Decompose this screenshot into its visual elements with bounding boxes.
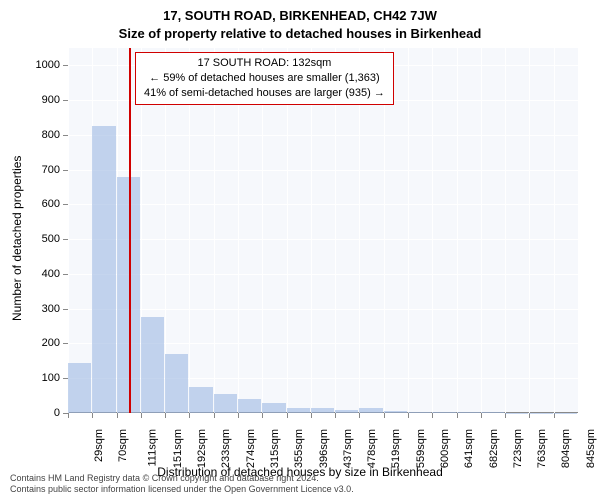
chart-container: 17, SOUTH ROAD, BIRKENHEAD, CH42 7JW Siz… — [0, 0, 600, 500]
gridline-h — [68, 309, 578, 310]
xtick-mark — [335, 413, 336, 418]
histogram-bar — [262, 403, 285, 413]
gridline-v — [432, 48, 433, 413]
xtick-mark — [117, 413, 118, 418]
xtick-label: 519sqm — [391, 429, 403, 468]
histogram-bar — [432, 412, 455, 413]
xtick-label: 723sqm — [512, 429, 524, 468]
histogram-bar — [214, 394, 237, 413]
xtick-label: 151sqm — [172, 429, 184, 468]
annot-line-2: ← 59% of detached houses are smaller (1,… — [144, 71, 385, 86]
annot-line-1: 17 SOUTH ROAD: 132sqm — [144, 56, 385, 71]
xtick-mark — [505, 413, 506, 418]
histogram-bar — [92, 126, 115, 413]
histogram-bar — [335, 410, 358, 413]
gridline-v — [68, 48, 69, 413]
xtick-mark — [238, 413, 239, 418]
histogram-bar — [481, 412, 504, 413]
chart-title-subtitle: Size of property relative to detached ho… — [0, 26, 600, 41]
ytick-label: 1000 — [36, 59, 60, 71]
xtick-mark — [384, 413, 385, 418]
gridline-h — [68, 413, 578, 414]
gridline-v — [529, 48, 530, 413]
xtick-mark — [554, 413, 555, 418]
xtick-mark — [262, 413, 263, 418]
ytick-label: 400 — [42, 268, 60, 280]
gridline-h — [68, 170, 578, 171]
xtick-label: 233sqm — [221, 429, 233, 468]
gridline-v — [481, 48, 482, 413]
xtick-label: 845sqm — [585, 429, 597, 468]
ytick-label: 600 — [42, 198, 60, 210]
xtick-label: 804sqm — [561, 429, 573, 468]
xtick-mark — [481, 413, 482, 418]
annotation-box: 17 SOUTH ROAD: 132sqm← 59% of detached h… — [135, 52, 394, 105]
gridline-h — [68, 274, 578, 275]
xtick-label: 682sqm — [488, 429, 500, 468]
xtick-label: 355sqm — [293, 429, 305, 468]
xtick-label: 437sqm — [342, 429, 354, 468]
xtick-mark — [287, 413, 288, 418]
xtick-label: 478sqm — [366, 429, 378, 468]
xtick-mark — [68, 413, 69, 418]
y-axis-label: Number of detached properties — [10, 155, 24, 320]
xtick-mark — [141, 413, 142, 418]
xtick-label: 600sqm — [439, 429, 451, 468]
xtick-mark — [165, 413, 166, 418]
histogram-bar — [311, 408, 334, 413]
ytick-label: 800 — [42, 129, 60, 141]
histogram-bar — [165, 354, 188, 413]
gridline-h — [68, 135, 578, 136]
ytick-label: 100 — [42, 372, 60, 384]
histogram-bar — [141, 317, 164, 413]
ytick-label: 500 — [42, 233, 60, 245]
ytick-label: 700 — [42, 164, 60, 176]
xtick-label: 111sqm — [146, 429, 158, 467]
histogram-bar — [189, 387, 212, 413]
xtick-label: 315sqm — [269, 429, 281, 468]
ytick-label: 900 — [42, 94, 60, 106]
histogram-bar — [359, 408, 382, 413]
property-marker-line — [129, 48, 131, 413]
xtick-mark — [529, 413, 530, 418]
xtick-mark — [408, 413, 409, 418]
xtick-label: 559sqm — [415, 429, 427, 468]
histogram-bar — [408, 412, 431, 413]
xtick-mark — [311, 413, 312, 418]
gridline-v — [505, 48, 506, 413]
xtick-label: 274sqm — [245, 429, 257, 468]
xtick-label: 29sqm — [93, 429, 105, 462]
xtick-mark — [92, 413, 93, 418]
xtick-mark — [457, 413, 458, 418]
histogram-bar — [68, 363, 91, 413]
xtick-label: 70sqm — [117, 429, 129, 462]
xtick-mark — [432, 413, 433, 418]
ytick-label: 0 — [54, 407, 60, 419]
gridline-v — [554, 48, 555, 413]
xtick-mark — [214, 413, 215, 418]
footer-attribution: Contains HM Land Registry data © Crown c… — [10, 473, 354, 496]
histogram-bar — [238, 399, 261, 413]
footer-line-2: Contains public sector information licen… — [10, 484, 354, 496]
ytick-label: 200 — [42, 337, 60, 349]
gridline-h — [68, 204, 578, 205]
xtick-mark — [189, 413, 190, 418]
chart-title-address: 17, SOUTH ROAD, BIRKENHEAD, CH42 7JW — [0, 8, 600, 23]
xtick-mark — [359, 413, 360, 418]
plot-area: 0100200300400500600700800900100029sqm70s… — [68, 48, 578, 413]
xtick-label: 396sqm — [318, 429, 330, 468]
gridline-v — [457, 48, 458, 413]
histogram-bar — [384, 411, 407, 413]
footer-line-1: Contains HM Land Registry data © Crown c… — [10, 473, 354, 485]
ytick-label: 300 — [42, 303, 60, 315]
gridline-v — [408, 48, 409, 413]
xtick-label: 763sqm — [536, 429, 548, 468]
xtick-label: 192sqm — [196, 429, 208, 468]
xtick-label: 641sqm — [463, 429, 475, 468]
histogram-bar — [287, 408, 310, 413]
annot-line-3: 41% of semi-detached houses are larger (… — [144, 86, 385, 101]
gridline-h — [68, 239, 578, 240]
histogram-bar — [457, 412, 480, 413]
